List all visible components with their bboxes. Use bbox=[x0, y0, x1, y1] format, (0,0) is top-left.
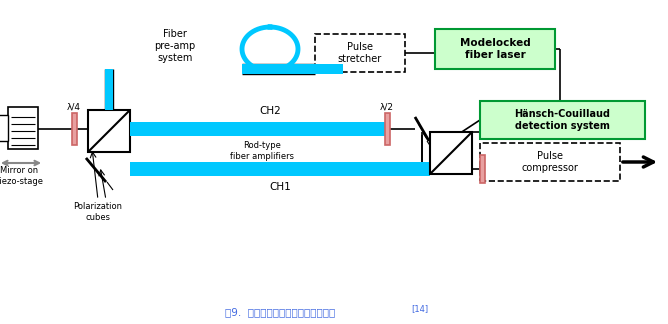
Bar bbox=[430, 132, 472, 174]
Bar bbox=[130, 162, 430, 176]
Bar bbox=[480, 143, 620, 181]
Bar bbox=[72, 113, 77, 145]
Bar bbox=[242, 64, 343, 74]
Text: Rod-type
fiber amplifiers: Rod-type fiber amplifiers bbox=[230, 141, 294, 161]
Bar bbox=[435, 29, 555, 69]
Text: λ/2: λ/2 bbox=[380, 102, 394, 111]
Bar bbox=[130, 122, 390, 136]
Text: λ/4: λ/4 bbox=[67, 102, 81, 111]
Bar bbox=[105, 69, 113, 110]
Text: 图9.  脉冲啁啾放大及相干合成原理图: 图9. 脉冲啁啾放大及相干合成原理图 bbox=[225, 307, 335, 317]
Bar bbox=[315, 34, 405, 72]
Text: Hänsch-Couillaud
detection system: Hänsch-Couillaud detection system bbox=[514, 109, 610, 131]
Bar bbox=[88, 110, 130, 152]
Text: Modelocked
fiber laser: Modelocked fiber laser bbox=[460, 38, 530, 60]
Text: Pulse
compressor: Pulse compressor bbox=[522, 151, 578, 173]
Text: [14]: [14] bbox=[411, 305, 429, 314]
Bar bbox=[0, 115, 8, 141]
Bar bbox=[385, 113, 390, 145]
Bar bbox=[480, 101, 645, 139]
Bar bbox=[8, 107, 38, 149]
Bar bbox=[480, 155, 485, 183]
Text: Mirror on
piezo-stage: Mirror on piezo-stage bbox=[0, 166, 43, 186]
Text: CH2: CH2 bbox=[259, 106, 281, 116]
Text: CH1: CH1 bbox=[269, 182, 291, 192]
Text: Polarization
cubes: Polarization cubes bbox=[73, 202, 122, 222]
Text: Fiber
pre-amp
system: Fiber pre-amp system bbox=[154, 29, 196, 63]
Text: Pulse
stretcher: Pulse stretcher bbox=[338, 42, 382, 64]
